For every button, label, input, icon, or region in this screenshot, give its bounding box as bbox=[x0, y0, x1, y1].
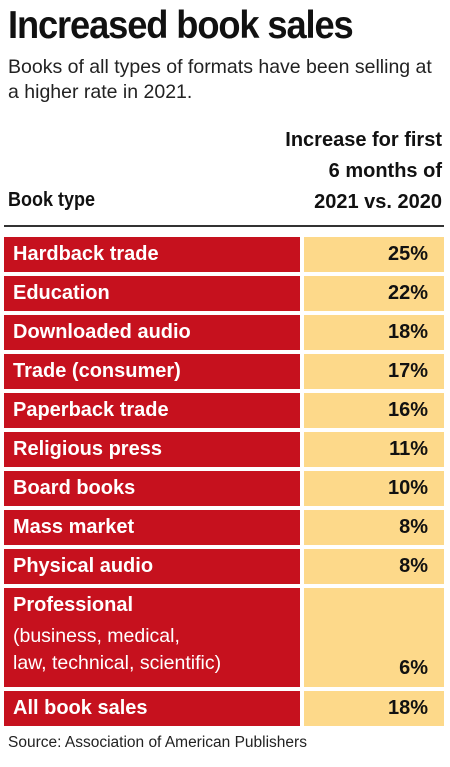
table-row: Paperback trade 16% bbox=[4, 393, 444, 428]
book-type-label: Mass market bbox=[13, 516, 135, 538]
book-type-label: Professional bbox=[13, 594, 134, 616]
book-type-cell: All book sales bbox=[4, 691, 300, 726]
book-type-sublabel: (business, medical, bbox=[13, 625, 180, 647]
table-row: Downloaded audio 18% bbox=[4, 315, 444, 350]
increase-value-cell: 11% bbox=[304, 432, 444, 467]
book-type-label: Hardback trade bbox=[13, 243, 159, 265]
header-divider bbox=[4, 225, 444, 227]
table-row: Education 22% bbox=[4, 276, 444, 311]
increase-value-cell: 18% bbox=[304, 691, 444, 726]
table-row: Religious press 11% bbox=[4, 432, 444, 467]
book-type-cell: Physical audio bbox=[4, 549, 300, 584]
book-type-cell: Professional (business, medical, law, tech… bbox=[4, 588, 300, 687]
increase-value-cell: 18% bbox=[304, 315, 444, 350]
book-type-label: Paperback trade bbox=[13, 399, 169, 421]
book-type-label: Downloaded audio bbox=[13, 321, 191, 343]
book-type-cell: Paperback trade bbox=[4, 393, 300, 428]
book-type-label: Education bbox=[13, 282, 110, 304]
increase-value-cell: 8% bbox=[304, 510, 444, 545]
chart-subtitle: Books of all types of formats have been … bbox=[8, 56, 432, 103]
increase-value-cell: 17% bbox=[304, 354, 444, 389]
book-type-cell: Education bbox=[4, 276, 300, 311]
table-row: Trade (consumer) 17% bbox=[4, 354, 444, 389]
column-header-increase-line-2: 6 months of bbox=[328, 160, 442, 182]
increase-value-cell: 6% bbox=[304, 588, 444, 687]
column-header-book-type: Book type bbox=[8, 189, 96, 211]
table-row: Professional (business, medical, law, tech… bbox=[4, 588, 444, 687]
book-type-cell: Hardback trade bbox=[4, 237, 300, 272]
increase-value-cell: 8% bbox=[304, 549, 444, 584]
table-row: Hardback trade 25% bbox=[4, 237, 444, 272]
book-type-cell: Religious press bbox=[4, 432, 300, 467]
book-type-label: Religious press bbox=[13, 438, 162, 460]
book-type-cell: Trade (consumer) bbox=[4, 354, 300, 389]
book-type-cell: Board books bbox=[4, 471, 300, 506]
increase-value-cell: 22% bbox=[304, 276, 444, 311]
increase-value-cell: 16% bbox=[304, 393, 444, 428]
book-type-cell: Mass market bbox=[4, 510, 300, 545]
chart-title: Increased book sales bbox=[8, 4, 354, 47]
table-row: Physical audio 8% bbox=[4, 549, 444, 584]
increase-value-cell: 10% bbox=[304, 471, 444, 506]
table-row: Mass market 8% bbox=[4, 510, 444, 545]
book-type-sublabel: law, technical, scientific) bbox=[13, 652, 222, 674]
book-type-cell: Downloaded audio bbox=[4, 315, 300, 350]
book-type-label: Physical audio bbox=[13, 555, 154, 577]
table-row: All book sales 18% bbox=[4, 691, 444, 726]
source-note: Source: Association of American Publishe… bbox=[8, 734, 307, 751]
book-type-label: All book sales bbox=[13, 697, 148, 719]
column-header-increase: Increase for first 6 months of 2021 vs. … bbox=[212, 125, 442, 218]
increase-value-cell: 25% bbox=[304, 237, 444, 272]
table-row: Board books 10% bbox=[4, 471, 444, 506]
column-header-increase-line-3: 2021 vs. 2020 bbox=[314, 191, 442, 213]
column-header-increase-line-1: Increase for first bbox=[285, 129, 442, 151]
book-type-label: Board books bbox=[13, 477, 136, 499]
book-type-label: Trade (consumer) bbox=[13, 360, 181, 382]
